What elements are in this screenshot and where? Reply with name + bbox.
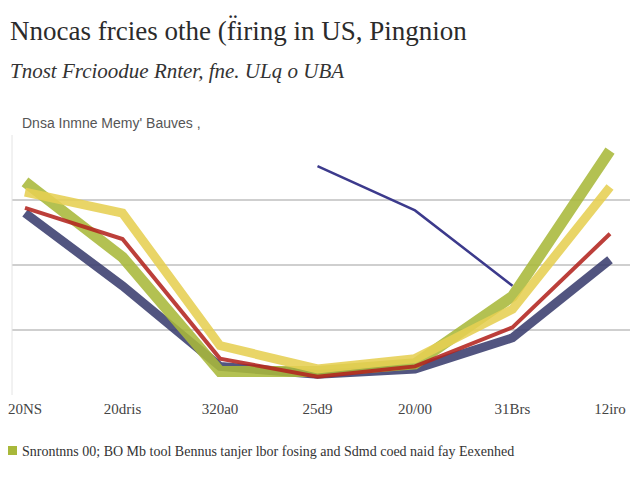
x-tick-label: 320a0: [202, 401, 239, 417]
x-tick-label: 31Brs: [495, 401, 531, 417]
caption-swatch: [8, 446, 17, 455]
grid-line: [12, 329, 630, 331]
x-tick-label: 20/00: [398, 401, 432, 417]
x-tick-label: 20dris: [104, 401, 142, 417]
caption: Snrontnns 00; BO Mb tool Bennus tanjer l…: [22, 444, 514, 459]
plot-area: [25, 151, 610, 377]
chart: Nnocas frcies othe (f̈iring in US, Pingn…: [0, 0, 640, 480]
subtitle: Tnost Frcioоdue Rnter, fne. ULą o UBA: [10, 59, 344, 83]
x-tick-label: 12iro: [594, 401, 626, 417]
series-line: [25, 151, 610, 372]
y-axis-line: [12, 135, 13, 395]
title: Nnocas frcies othe (f̈iring in US, Pingn…: [10, 15, 467, 46]
y-axis-label: Dnsa Inmne Memy' Bauves ,: [22, 115, 201, 131]
x-tick-label: 20NS: [8, 401, 42, 417]
series-line: [25, 208, 610, 377]
series-line: [25, 187, 610, 369]
series-line: [318, 166, 513, 286]
grid-line: [12, 199, 630, 201]
x-tick-label: 25d9: [303, 401, 333, 417]
